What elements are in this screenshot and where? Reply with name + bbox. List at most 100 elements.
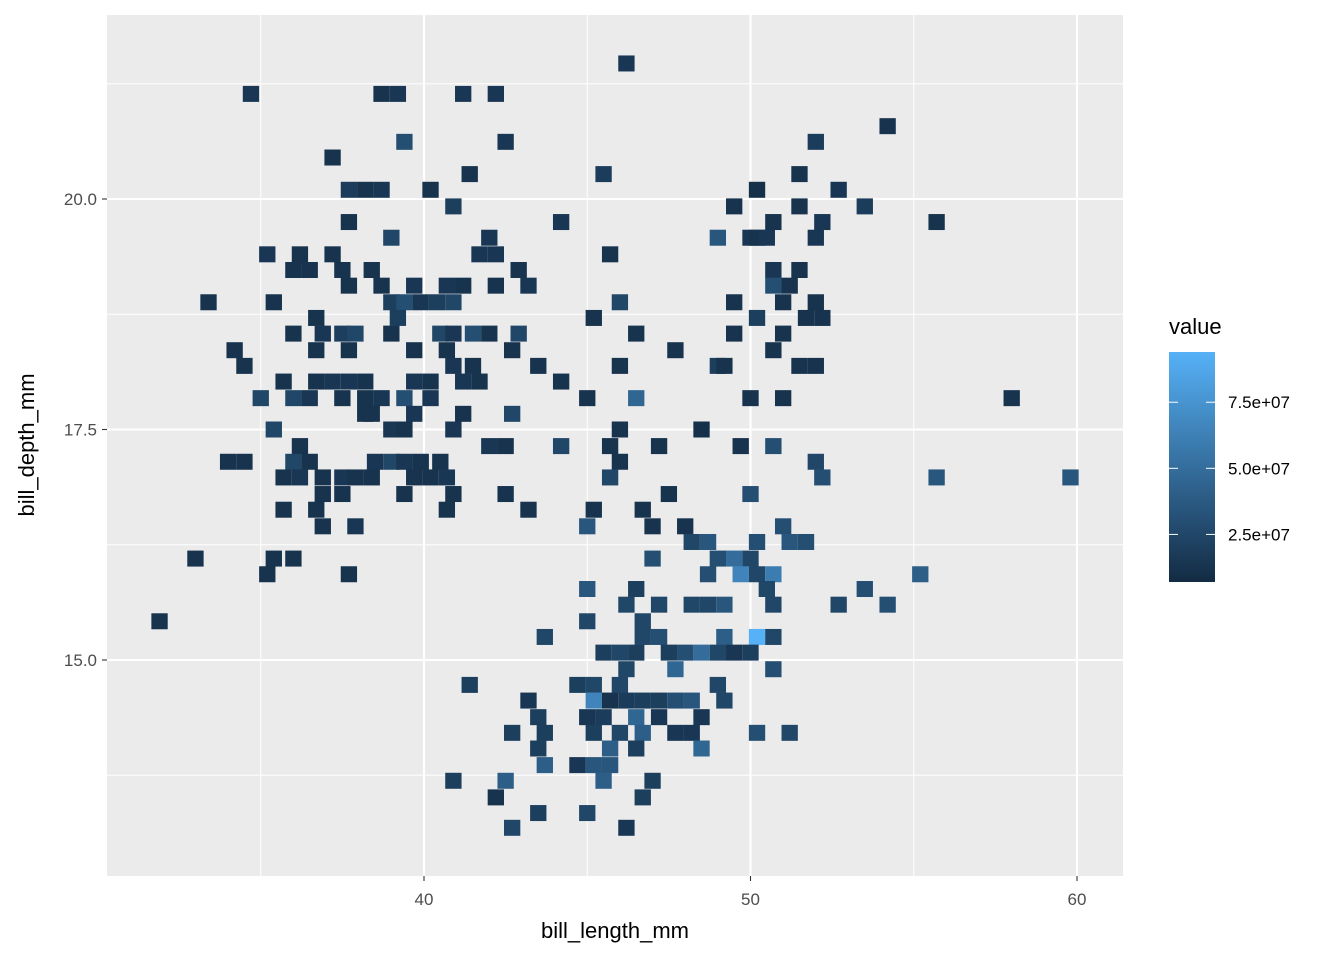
heatmap-tile (455, 85, 472, 102)
heatmap-tile (716, 628, 733, 645)
heatmap-tile (487, 277, 504, 294)
heatmap-tile (510, 261, 527, 278)
heatmap-tile (242, 85, 260, 102)
heatmap-tile (644, 772, 661, 789)
heatmap-tile (758, 229, 775, 246)
heatmap-tile (579, 613, 596, 630)
heatmap-tile (308, 309, 325, 326)
heatmap-tile (726, 294, 743, 311)
heatmap-tile (628, 709, 645, 726)
heatmap-tile (520, 692, 537, 709)
heatmap-tile (487, 85, 504, 102)
heatmap-tile (219, 453, 237, 470)
heatmap-tile (814, 309, 831, 326)
heatmap-tile (585, 724, 602, 741)
heatmap-tile (765, 214, 782, 231)
heatmap-tile (308, 342, 325, 359)
heatmap-tile (677, 518, 694, 535)
heatmap-tile (667, 724, 684, 741)
heatmap-tile (709, 550, 727, 567)
heatmap-tile (291, 438, 309, 455)
heatmap-tile (611, 294, 629, 311)
heatmap-tile (363, 469, 380, 486)
heatmap-tile (765, 342, 782, 359)
heatmap-tile (363, 261, 380, 278)
heatmap-tile (716, 596, 733, 613)
heatmap-tile (618, 692, 635, 709)
heatmap-tile (595, 644, 612, 661)
heatmap-tile (807, 294, 824, 311)
heatmap-tile (497, 486, 514, 503)
heatmap-tile (464, 325, 482, 342)
heatmap-tile (758, 581, 775, 598)
heatmap-tile (314, 518, 331, 535)
heatmap-tile (650, 438, 668, 455)
heatmap-tile (481, 325, 498, 342)
x-tick-label: 50 (741, 890, 760, 909)
heatmap-tile (791, 166, 808, 183)
heatmap-tile (536, 628, 553, 645)
heatmap-tile (726, 198, 743, 215)
heatmap-tile (357, 181, 374, 198)
heatmap-tile (340, 181, 358, 198)
heatmap-tile (693, 421, 710, 438)
heatmap-tile (748, 309, 766, 326)
heatmap-tile (265, 421, 282, 438)
heatmap-tile (383, 325, 400, 342)
heatmap-tile (151, 613, 168, 630)
heatmap-tile (396, 133, 413, 150)
heatmap-tile (628, 390, 645, 407)
heatmap-tile (595, 772, 612, 789)
heatmap-tile (334, 325, 351, 342)
heatmap-tile (879, 118, 896, 135)
heatmap-tile (497, 438, 514, 455)
heatmap-tile (595, 166, 612, 183)
heatmap-tile (275, 373, 292, 390)
heatmap-tile (530, 709, 547, 726)
heatmap-tile (301, 390, 318, 407)
heatmap-tile (510, 325, 527, 342)
heatmap-tile (422, 373, 439, 390)
heatmap-tile (1062, 469, 1079, 486)
heatmap-tile (748, 628, 766, 645)
heatmap-tile (422, 469, 439, 486)
heatmap-tile (1003, 390, 1020, 407)
heatmap-tile (347, 469, 364, 486)
heatmap-tile (383, 294, 400, 311)
heatmap-tile (628, 740, 645, 757)
heatmap-tile (455, 373, 472, 390)
y-axis-ticks: 15.0 17.5 20.0 (64, 190, 107, 670)
heatmap-tile (693, 740, 710, 757)
heatmap-tile (774, 518, 792, 535)
y-tick-label: 15.0 (64, 651, 97, 670)
heatmap-tile (791, 357, 808, 374)
heatmap-tile (579, 518, 596, 535)
heatmap-tile (308, 373, 325, 390)
heatmap-tile (830, 181, 847, 198)
heatmap-tile (334, 486, 351, 503)
heatmap-tile (628, 644, 645, 661)
heatmap-tile (334, 261, 351, 278)
heatmap-tile (357, 390, 374, 407)
heatmap-tile (481, 229, 498, 246)
y-tick-label: 20.0 (64, 190, 97, 209)
legend-colorbar (1169, 352, 1215, 582)
heatmap-tile (285, 325, 302, 342)
y-axis-title: bill_depth_mm (14, 373, 39, 516)
heatmap-tile (797, 309, 815, 326)
heatmap-tile (774, 294, 792, 311)
heatmap-tile (314, 469, 331, 486)
heatmap-tile (285, 453, 302, 470)
heatmap-tile (781, 533, 798, 550)
heatmap-tile (742, 486, 759, 503)
heatmap-tile (683, 596, 700, 613)
heatmap-tile (471, 373, 488, 390)
heatmap-tile (611, 676, 629, 693)
heatmap-tile (301, 261, 318, 278)
heatmap-tile (200, 294, 217, 311)
heatmap-tile (373, 277, 390, 294)
heatmap-tile (520, 501, 537, 518)
heatmap-tile (334, 390, 351, 407)
heatmap-tile (726, 644, 743, 661)
heatmap-tile (601, 438, 619, 455)
